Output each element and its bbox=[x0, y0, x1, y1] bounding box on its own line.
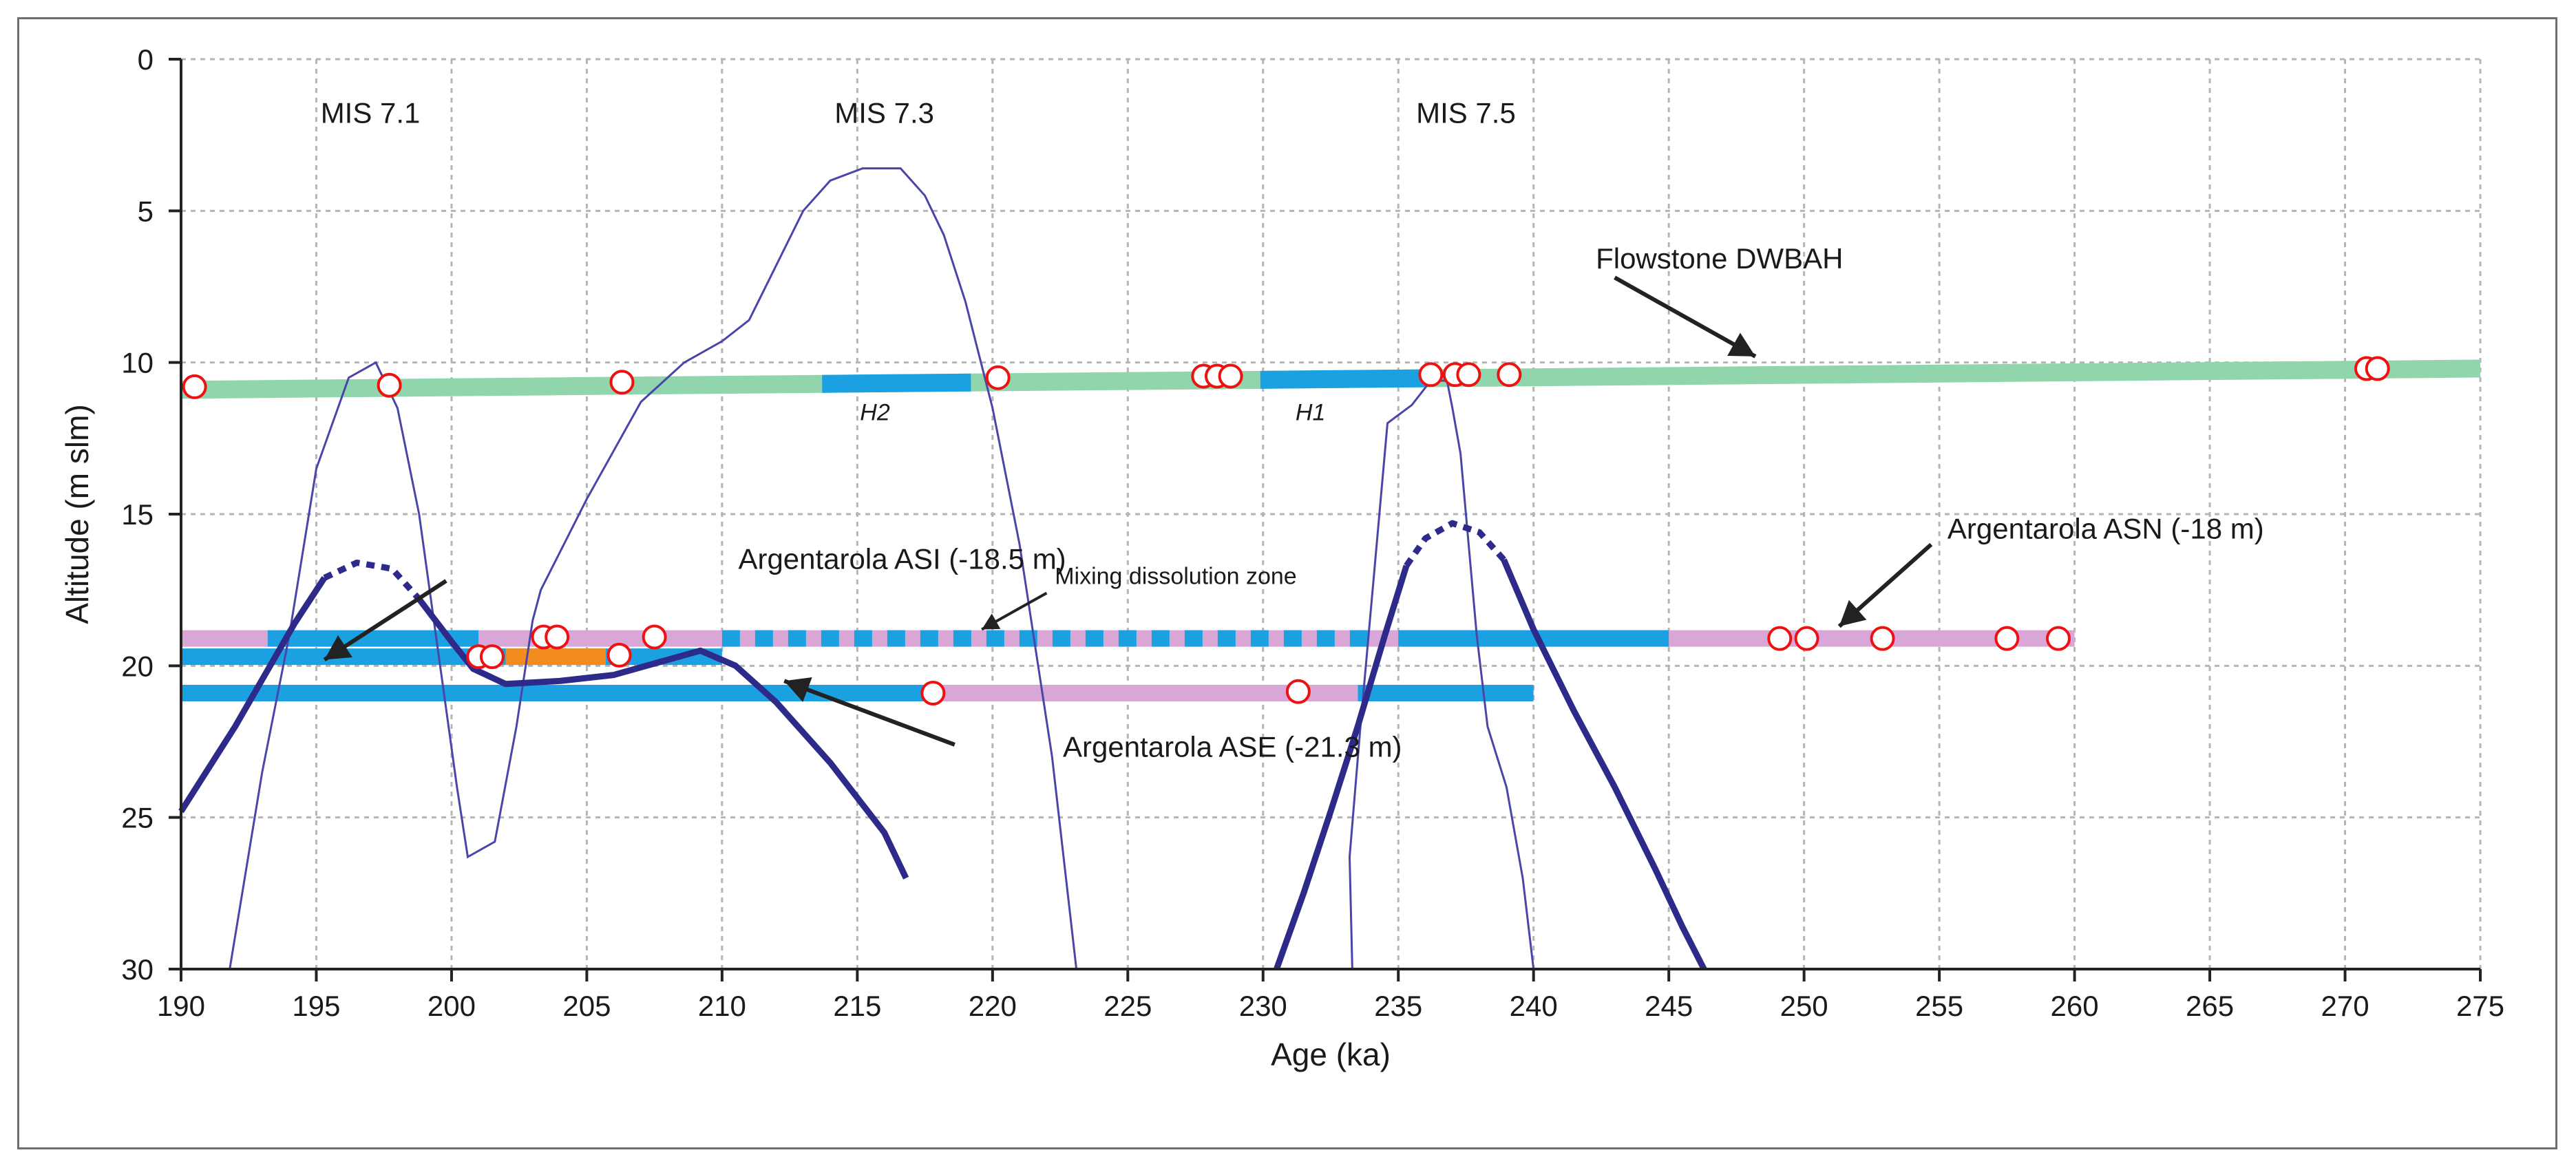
x-tick-label-245: 245 bbox=[1645, 990, 1693, 1022]
flowstone-marker-10 bbox=[1497, 362, 1522, 387]
mis-label-7-1: MIS 7.1 bbox=[321, 97, 421, 129]
x-tick-label-225: 225 bbox=[1104, 990, 1152, 1022]
asn-marker-1 bbox=[545, 624, 570, 650]
text-labels: MIS 7.1 MIS 7.3 MIS 7.5 Flowstone DWBAH … bbox=[59, 97, 2264, 1072]
sea-level-curve-thick-2 bbox=[416, 597, 909, 880]
x-tick-label-195: 195 bbox=[292, 990, 340, 1022]
flowstone-marker-6 bbox=[1218, 363, 1243, 389]
axes: 190 195 200 205 210 215 220 225 230 235 240 245 250 2… bbox=[121, 43, 2504, 1022]
mis-label-7-5: MIS 7.5 bbox=[1416, 97, 1516, 129]
sea-level-curve-thin-2 bbox=[1348, 379, 1535, 970]
flowstone-marker-0 bbox=[182, 374, 207, 399]
flowstone-marker-7 bbox=[1418, 362, 1444, 387]
asn-marker-2 bbox=[642, 624, 667, 650]
x-tick-label-235: 235 bbox=[1374, 990, 1422, 1022]
asn-marker-5 bbox=[1870, 626, 1895, 651]
sea-level-curves bbox=[178, 167, 1707, 971]
sea-level-curve-thick-1 bbox=[323, 560, 422, 602]
arrow-asn-head bbox=[1839, 599, 1867, 627]
grid bbox=[181, 58, 2482, 969]
segment-label-h2: H2 bbox=[860, 399, 890, 425]
asn-marker-3 bbox=[1767, 626, 1793, 651]
mis-label-7-3: MIS 7.3 bbox=[834, 97, 934, 129]
sea-level-curve-thin-1 bbox=[229, 167, 1078, 970]
annotation-mixing-zone: Mixing dissolution zone bbox=[1055, 563, 1297, 589]
x-tick-label-250: 250 bbox=[1780, 990, 1828, 1022]
x-tick-label-275: 275 bbox=[2456, 990, 2504, 1022]
segment-label-h1: H1 bbox=[1296, 399, 1325, 425]
x-tick-label-265: 265 bbox=[2186, 990, 2234, 1022]
data-markers bbox=[182, 356, 2390, 705]
annotation-flowstone: Flowstone DWBAH bbox=[1596, 242, 1843, 275]
asi-marker-2 bbox=[606, 642, 632, 668]
sea-level-curve-thick-4 bbox=[1404, 520, 1506, 568]
flowstone-marker-1 bbox=[377, 372, 402, 398]
y-axis-label: Altitude (m slm) bbox=[59, 404, 95, 624]
annotation-asn: Argentarola ASN (-18 m) bbox=[1947, 512, 2264, 544]
figure-frame: 190 195 200 205 210 215 220 225 230 235 240 245 250 2… bbox=[17, 17, 2557, 1149]
flowstone-marker-3 bbox=[985, 365, 1011, 390]
sea-level-curve-thick-5 bbox=[1501, 558, 1707, 971]
y-tick-label-25: 25 bbox=[121, 802, 154, 834]
ase-marker-0 bbox=[920, 680, 946, 705]
arrow-ase-shaft bbox=[783, 679, 956, 747]
y-tick-label-10: 10 bbox=[121, 347, 154, 379]
flowstone-marker-9 bbox=[1456, 362, 1481, 387]
flowstone-hiatus-h1 bbox=[1260, 369, 1426, 389]
x-axis-label: Age (ka) bbox=[1271, 1037, 1391, 1072]
flowstone-marker-2 bbox=[609, 370, 635, 395]
x-tick-label-260: 260 bbox=[2051, 990, 2099, 1022]
y-tick-label-5: 5 bbox=[138, 195, 154, 227]
x-tick-label-190: 190 bbox=[157, 990, 205, 1022]
arrow-mixing-zone-head bbox=[982, 613, 1001, 630]
y-tick-label-20: 20 bbox=[121, 650, 154, 682]
y-tick-label-0: 0 bbox=[138, 43, 154, 76]
sea-level-curve-thick-0 bbox=[178, 576, 328, 814]
chart: 190 195 200 205 210 215 220 225 230 235 240 245 250 2… bbox=[59, 43, 2504, 1072]
x-tick-label-255: 255 bbox=[1915, 990, 1963, 1022]
asi-marker-1 bbox=[479, 644, 505, 670]
x-tick-label-240: 240 bbox=[1510, 990, 1558, 1022]
asn-marker-4 bbox=[1794, 626, 1819, 651]
x-tick-label-210: 210 bbox=[698, 990, 746, 1022]
arrow-ase-head bbox=[784, 677, 812, 702]
arrow-flowstone-head bbox=[1727, 332, 1755, 357]
annotation-ase: Argentarola ASE (-21.3 m) bbox=[1063, 731, 1402, 763]
y-tick-label-30: 30 bbox=[121, 953, 154, 986]
flowstone-hiatus-h2 bbox=[822, 373, 971, 393]
x-tick-label-220: 220 bbox=[969, 990, 1017, 1022]
annotation-arrows bbox=[323, 275, 1933, 747]
y-tick-label-15: 15 bbox=[121, 498, 154, 531]
asn-marker-6 bbox=[1994, 626, 2020, 651]
flowstone-marker-12 bbox=[2365, 356, 2390, 381]
x-tick-label-270: 270 bbox=[2321, 990, 2369, 1022]
x-tick-label-215: 215 bbox=[833, 990, 881, 1022]
annotation-asi: Argentarola ASI (-18.5 m) bbox=[738, 542, 1066, 575]
x-tick-label-200: 200 bbox=[427, 990, 476, 1022]
ase-marker-1 bbox=[1285, 679, 1311, 704]
x-tick-label-230: 230 bbox=[1239, 990, 1287, 1022]
arrow-asi-head bbox=[324, 635, 352, 660]
asn-marker-7 bbox=[2046, 626, 2071, 651]
sea-level-curve-thick-3 bbox=[1274, 564, 1410, 970]
x-tick-label-205: 205 bbox=[562, 990, 611, 1022]
arrow-flowstone-shaft bbox=[1614, 275, 1757, 359]
